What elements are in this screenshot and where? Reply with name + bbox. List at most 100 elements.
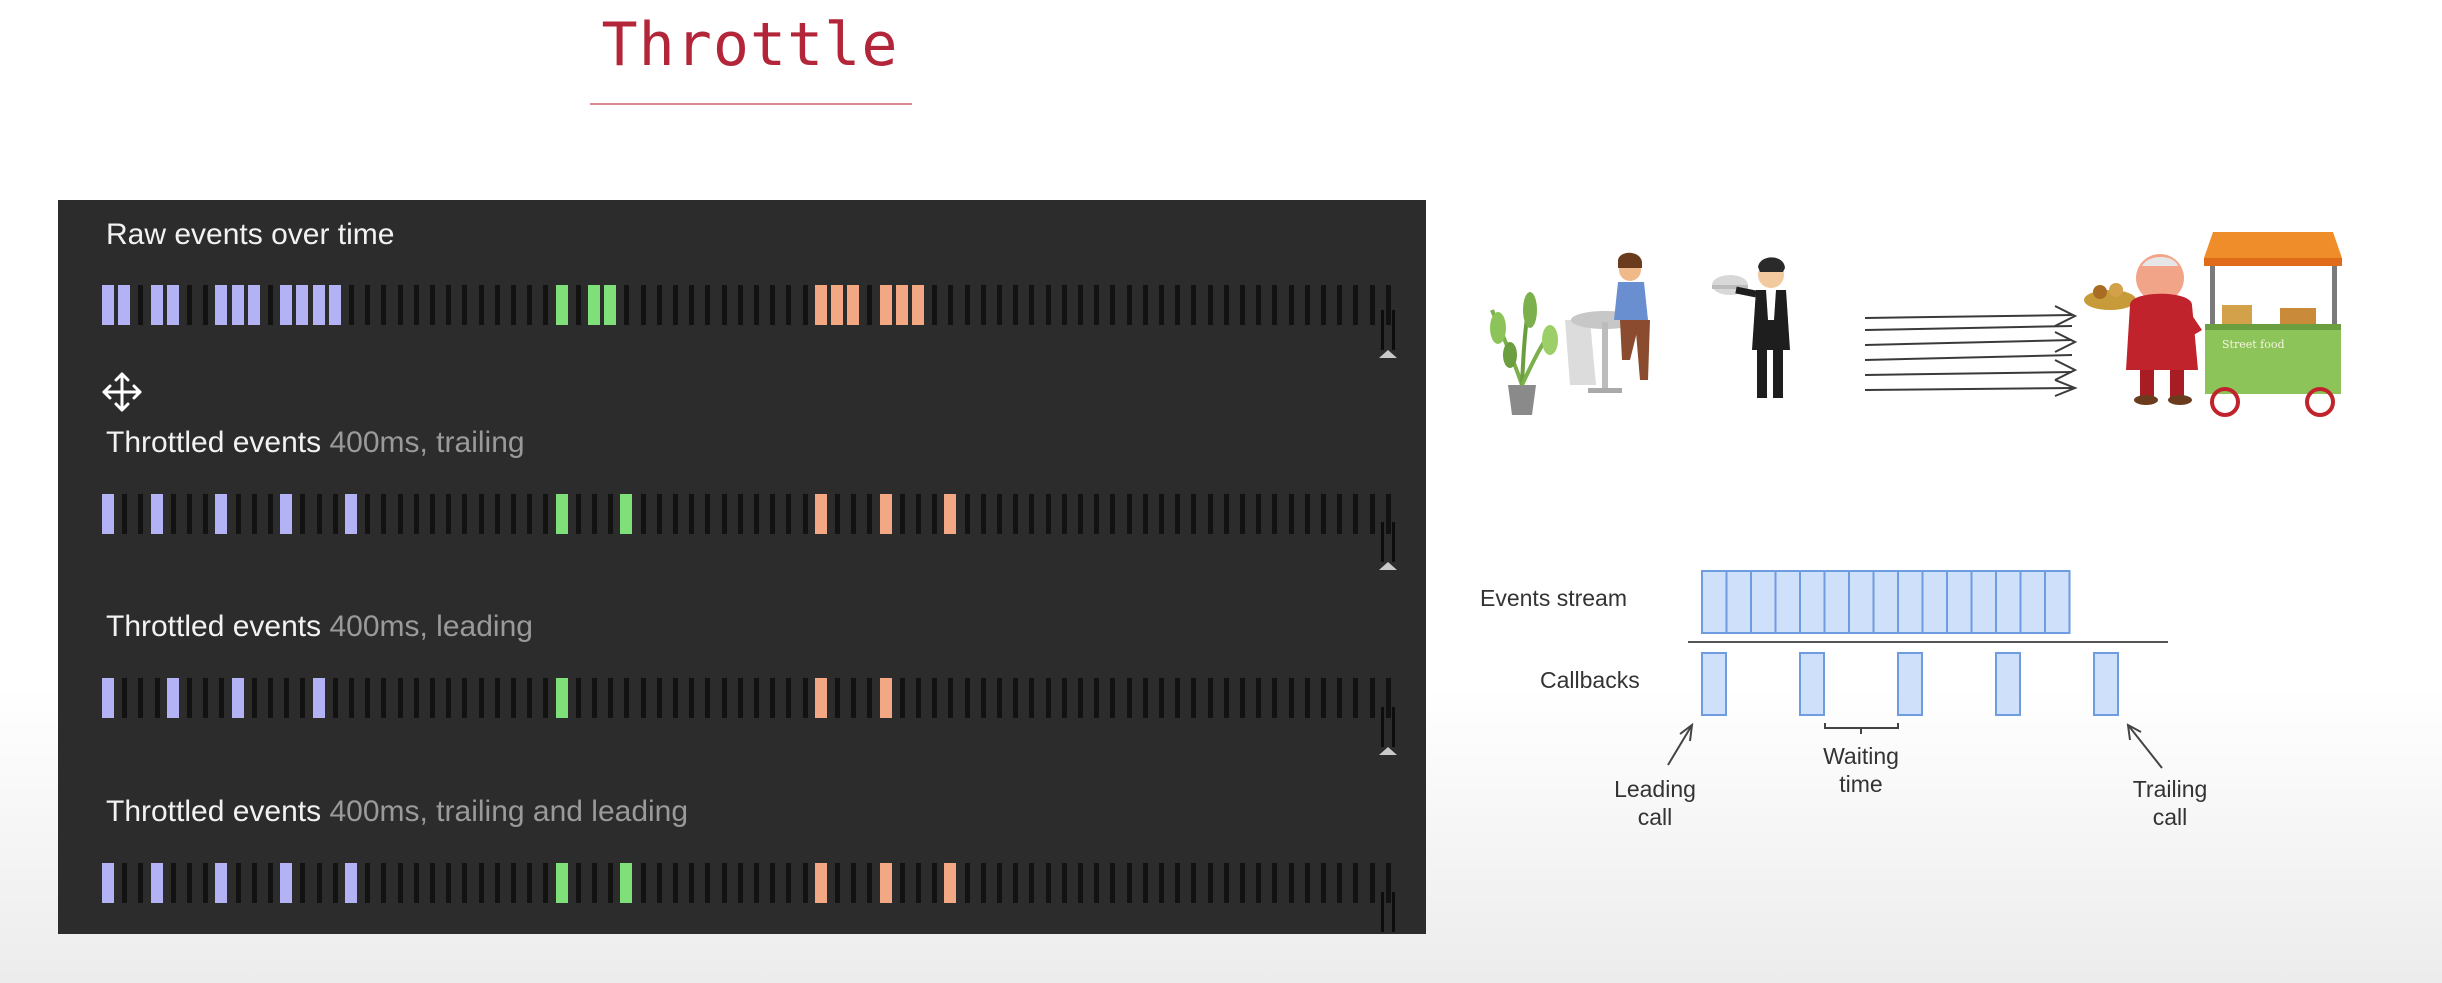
timeline-tick [867,285,872,325]
timeline-tick [430,678,435,718]
timeline-tick [236,863,241,903]
timeline-tick [1159,863,1164,903]
timeline-tick [1127,494,1132,534]
timeline-tick [511,494,516,534]
timeline-tick [1353,494,1358,534]
timeline-tick [138,285,143,325]
timeline-tick [641,285,646,325]
timeline-tick [722,863,727,903]
timeline-tick [333,494,338,534]
timeline-tick [171,494,176,534]
event-box [1897,570,1924,634]
timeline-tick [1370,285,1375,325]
timeline-tick [430,285,435,325]
timeline-tick [1353,285,1358,325]
timeline-tick [1240,678,1245,718]
timeline-tick [1224,678,1229,718]
timeline-tick [284,678,289,718]
timeline-tick [527,678,532,718]
event-box [1750,570,1777,634]
timeline-tick [381,863,386,903]
timeline-tick [608,863,613,903]
timeline-tick [446,285,451,325]
timeline-tick [155,678,160,718]
timeline-tick [867,678,872,718]
timeline-tick [576,863,581,903]
timeline-tick [138,863,143,903]
timeline-tick [511,678,516,718]
scrubber-handle[interactable] [1379,892,1397,940]
event-marker-blue [151,494,163,534]
scrubber-handle[interactable] [1379,310,1397,358]
timeline-tick [138,678,143,718]
timeline-tick [1337,678,1342,718]
timeline-tick [1110,494,1115,534]
timeline-tick [398,494,403,534]
timeline-tick [576,285,581,325]
timeline-tick [479,494,484,534]
timeline-tick [1272,494,1277,534]
timeline-tick [754,494,759,534]
timeline-tick [1013,285,1018,325]
timeline-tick [786,285,791,325]
timeline-tick [1029,494,1034,534]
scrubber-handle[interactable] [1379,522,1397,570]
timeline-tick [268,285,273,325]
timeline-tick [657,678,662,718]
timeline-tick [527,863,532,903]
timeline-tick [430,863,435,903]
timeline-tick [462,678,467,718]
timeline-tick [981,494,986,534]
event-marker-blue [232,678,244,718]
timeline-tick [657,863,662,903]
timeline-tick [1159,285,1164,325]
timeline-tick [1159,678,1164,718]
timeline-tick [689,678,694,718]
event-marker-green [556,863,568,903]
event-marker-blue [232,285,244,325]
timeline-tick [203,494,208,534]
timeline-tick [479,285,484,325]
event-box [1799,570,1826,634]
timeline-tick [1337,863,1342,903]
timeline-tick [349,285,354,325]
timeline-tick [803,863,808,903]
timeline-tick [446,678,451,718]
timeline-tick [1175,863,1180,903]
timeline-tick [187,678,192,718]
timeline-tick [1224,285,1229,325]
timeline-tick [1353,863,1358,903]
timeline-tick [722,494,727,534]
timeline-tick [916,678,921,718]
event-marker-blue [345,494,357,534]
event-box [1995,570,2022,634]
timeline-tick [981,678,986,718]
track-leading [102,678,1442,718]
timeline-tick [1208,494,1213,534]
timeline-tick [1029,678,1034,718]
event-marker-green [556,494,568,534]
event-marker-blue [118,285,130,325]
timeline-tick [495,863,500,903]
timeline-tick [851,678,856,718]
row-title-raw: Raw events over time [106,218,395,251]
event-box [2019,570,2046,634]
move-arrows-icon[interactable] [100,370,144,419]
timeline-tick [414,678,419,718]
timeline-tick [1240,494,1245,534]
timeline-tick [1078,863,1083,903]
timeline-tick [722,285,727,325]
timeline-tick [1386,494,1391,534]
timeline-tick [641,678,646,718]
waiter-icon [1712,257,1790,398]
timeline-tick [705,285,710,325]
track-trailing-leading [102,863,1442,903]
event-marker-blue [102,678,114,718]
timeline-tick [446,863,451,903]
chef-icon [2084,254,2202,405]
scrubber-handle[interactable] [1379,707,1397,755]
timeline-tick [835,863,840,903]
event-marker-orange [896,285,908,325]
timeline-tick [317,494,322,534]
timeline-tick [1191,285,1196,325]
